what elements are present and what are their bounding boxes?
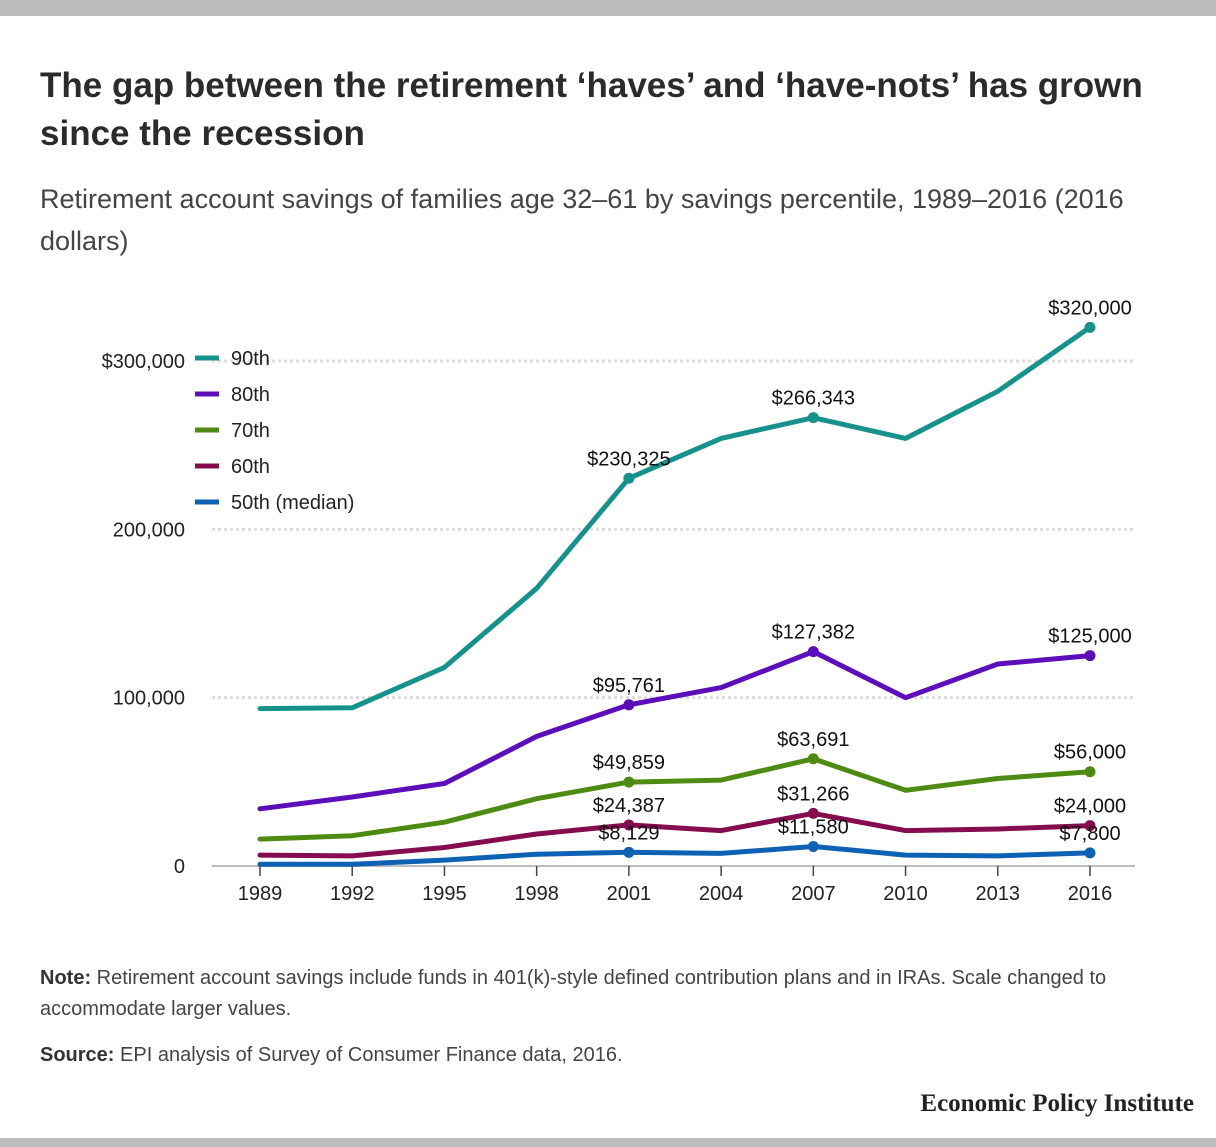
data-point <box>807 753 819 765</box>
data-label: $24,387 <box>593 795 665 817</box>
source-label: Source: <box>40 1044 115 1066</box>
data-point <box>623 776 635 788</box>
data-label: $127,382 <box>772 622 855 644</box>
legend-item-label: 60th <box>231 456 270 478</box>
data-label: $56,000 <box>1054 742 1126 764</box>
data-label: $125,000 <box>1048 626 1131 648</box>
legend-item-label: 80th <box>231 384 270 406</box>
legend: 90th 80th 70th 60th 50th (median) <box>195 348 354 514</box>
series-line <box>257 810 1093 859</box>
data-label: $320,000 <box>1048 297 1131 319</box>
x-tick-label: 2016 <box>1068 883 1113 905</box>
data-point <box>623 819 635 831</box>
line-chart: 0 100,000 200,000 $300,000 1989 1992 1995 1998 2… <box>102 297 1135 905</box>
chart-title: The gap between the retirement ‘haves’ a… <box>40 66 1143 153</box>
data-point <box>1084 650 1096 662</box>
x-tick-label: 2010 <box>883 883 928 905</box>
source-text: EPI analysis of Survey of Consumer Finan… <box>114 1044 623 1066</box>
brand-logo-text: Economic Policy Institute <box>920 1090 1194 1117</box>
series-line <box>257 756 1093 842</box>
data-labels: $230,325 $266,343 $320,000 $95,761 $127,382 $… <box>587 297 1132 845</box>
x-tick-label: 2007 <box>791 883 836 905</box>
data-point <box>807 412 819 424</box>
data-label: $63,691 <box>777 729 849 751</box>
data-label: $95,761 <box>593 675 665 697</box>
data-point <box>1084 321 1096 333</box>
note-text: Retirement account savings include funds… <box>40 967 1107 1020</box>
data-point <box>623 472 635 484</box>
data-point <box>623 846 635 858</box>
chart-source: Source: EPI analysis of Survey of Consum… <box>40 1040 1180 1070</box>
data-label: $8,129 <box>598 822 659 844</box>
data-label: $24,000 <box>1054 796 1126 818</box>
note-label: Note: <box>40 967 92 989</box>
x-tick-label: 1992 <box>330 883 375 905</box>
data-label: $230,325 <box>587 448 670 470</box>
gridlines <box>212 359 1135 700</box>
series-lines <box>257 321 1096 867</box>
data-label: $266,343 <box>772 388 855 410</box>
data-point <box>623 699 635 711</box>
data-point <box>807 646 819 658</box>
series-line <box>257 324 1093 712</box>
y-tick-label: $300,000 <box>102 351 185 373</box>
series-line <box>257 844 1093 867</box>
axes: 0 100,000 200,000 $300,000 1989 1992 1995 1998 2… <box>102 351 1135 905</box>
data-point <box>1084 766 1096 778</box>
data-point <box>1084 820 1096 832</box>
data-label: $49,859 <box>593 752 665 774</box>
y-tick-label: 0 <box>174 856 185 878</box>
x-tick-label: 2001 <box>607 883 652 905</box>
data-point <box>1084 847 1096 859</box>
y-tick-label: 100,000 <box>113 688 185 710</box>
chart-subtitle: Retirement account savings of families a… <box>40 184 1124 256</box>
x-tick-label: 1995 <box>422 883 467 905</box>
x-tick-label: 1989 <box>238 883 283 905</box>
legend-item-label: 90th <box>231 348 270 370</box>
data-point <box>807 841 819 853</box>
series-line <box>257 649 1093 812</box>
x-tick-label: 2013 <box>976 883 1021 905</box>
data-label: $7,800 <box>1059 823 1120 845</box>
chart-note: Note: Retirement account savings include… <box>40 963 1180 1025</box>
data-label: $31,266 <box>777 783 849 805</box>
legend-item-label: 70th <box>231 420 270 442</box>
x-tick-label: 2004 <box>699 883 744 905</box>
bottom-border-bar <box>0 1138 1216 1147</box>
y-tick-label: 200,000 <box>113 519 185 541</box>
x-tick-label: 1998 <box>514 883 559 905</box>
data-label: $11,580 <box>778 817 849 839</box>
legend-item-label: 50th (median) <box>231 492 354 514</box>
top-border-bar <box>0 0 1216 16</box>
data-point <box>807 807 819 819</box>
